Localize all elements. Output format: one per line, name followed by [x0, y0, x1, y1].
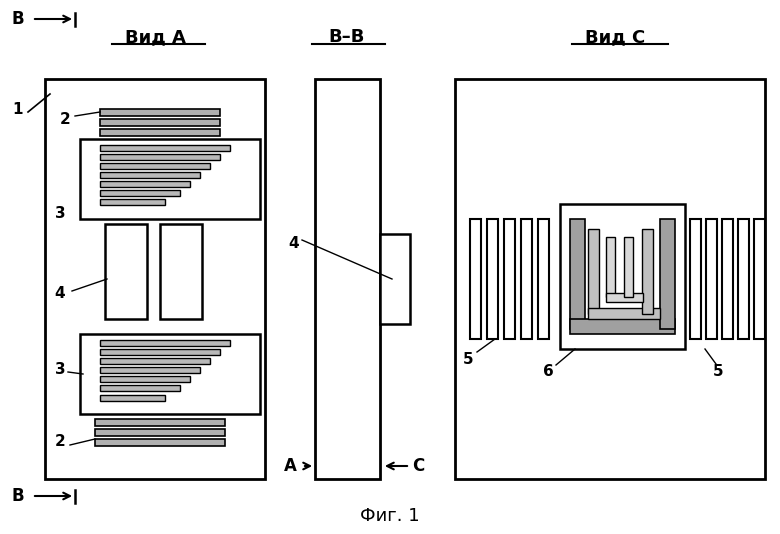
Bar [642, 229, 653, 314]
Text: 1: 1 [12, 101, 23, 116]
Bar [80, 139, 260, 219]
Text: 5: 5 [713, 365, 723, 380]
Text: 6: 6 [543, 365, 553, 380]
Bar [160, 224, 202, 319]
Bar [754, 219, 765, 339]
Text: Фиг. 1: Фиг. 1 [360, 507, 420, 525]
Bar [470, 219, 481, 339]
Text: В: В [12, 10, 24, 28]
Bar [504, 219, 515, 339]
Bar [100, 199, 165, 205]
Bar [570, 219, 585, 329]
Bar [100, 172, 200, 178]
Bar [560, 204, 685, 349]
Text: A: A [284, 457, 296, 475]
Text: 2: 2 [59, 112, 70, 127]
Bar [100, 119, 220, 126]
Bar [100, 395, 165, 401]
Bar [722, 219, 733, 339]
Bar [706, 219, 717, 339]
Bar [738, 219, 749, 339]
Bar [380, 234, 410, 324]
Bar [624, 237, 633, 297]
Bar [100, 181, 190, 187]
Bar [80, 334, 260, 414]
Bar [100, 109, 220, 116]
Bar [100, 358, 210, 364]
Text: 2: 2 [55, 435, 66, 450]
Bar [588, 308, 660, 319]
Bar [95, 429, 225, 436]
Bar [315, 79, 380, 479]
Bar [45, 79, 265, 479]
Text: B–B: B–B [329, 28, 365, 46]
Bar [100, 154, 220, 160]
Bar [100, 367, 200, 373]
Bar [606, 293, 643, 302]
Text: Вид C: Вид C [585, 28, 645, 46]
Bar [95, 439, 225, 446]
Text: 4: 4 [55, 287, 66, 302]
Bar [538, 219, 549, 339]
Bar [100, 349, 220, 355]
Text: 3: 3 [55, 207, 66, 222]
Bar [100, 163, 210, 169]
Bar [660, 219, 675, 329]
Bar [606, 237, 615, 297]
Bar [100, 190, 180, 196]
Bar [105, 224, 147, 319]
Bar [455, 79, 765, 479]
Bar [487, 219, 498, 339]
Bar [100, 385, 180, 391]
Bar [521, 219, 532, 339]
Text: Вид A: Вид A [125, 28, 186, 46]
Bar [690, 219, 701, 339]
Text: 3: 3 [55, 362, 66, 376]
Text: 5: 5 [463, 351, 473, 366]
Text: C: C [412, 457, 424, 475]
Bar [100, 145, 230, 151]
Bar [570, 319, 675, 334]
Bar [100, 129, 220, 136]
Text: В: В [12, 487, 24, 505]
Bar [100, 340, 230, 346]
Bar [588, 229, 599, 314]
Text: 4: 4 [289, 237, 300, 252]
Bar [100, 376, 190, 382]
Bar [95, 419, 225, 426]
